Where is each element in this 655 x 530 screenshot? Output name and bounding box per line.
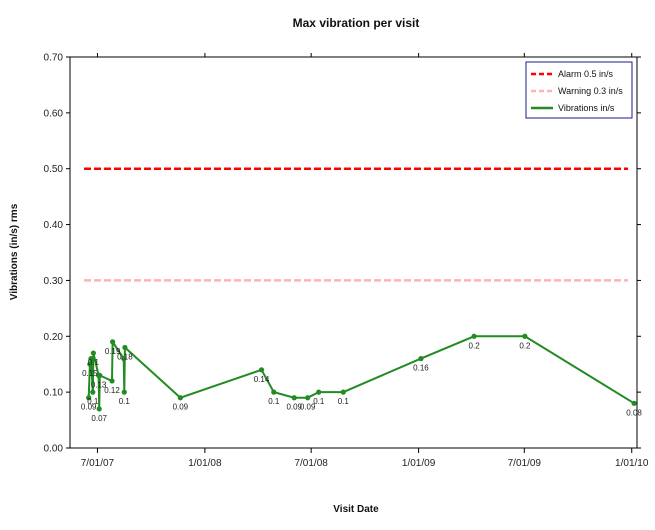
data-label: 0.2: [519, 341, 531, 350]
data-label: 0.13: [91, 380, 107, 389]
y-tick-label: 0.20: [44, 332, 64, 343]
data-label: 0.1: [88, 358, 100, 367]
data-point: [109, 378, 115, 384]
data-point: [110, 339, 116, 345]
data-point: [340, 389, 346, 395]
data-label: 0.09: [173, 403, 189, 412]
data-labels: 0.09 0.15 0.1 0.1 0.13 0.07 0.12 0.19 0.1 0.18 0.0…: [81, 341, 643, 423]
y-axis-label: Vibrations (in/s) rms: [9, 203, 20, 300]
data-label: 0.09: [300, 403, 316, 412]
x-tick-label: 1/01/08: [188, 458, 222, 469]
data-point: [631, 400, 637, 406]
y-tick-label: 0.60: [44, 108, 64, 119]
y-tick-label: 0.10: [44, 388, 64, 399]
legend-entry-2: Vibrations in/s: [558, 103, 615, 113]
data-point: [86, 395, 92, 401]
data-point: [291, 395, 297, 401]
data-point: [122, 344, 128, 351]
data-point: [316, 389, 322, 395]
data-label: 0.15: [82, 369, 98, 378]
data-point: [96, 406, 102, 412]
vibration-series: [86, 333, 637, 412]
y-tick-label: 0.00: [44, 444, 64, 455]
data-point: [121, 389, 127, 395]
data-label: 0.1: [313, 397, 325, 406]
data-point: [121, 356, 127, 362]
data-point: [305, 395, 311, 401]
x-tick-label: 7/01/08: [294, 458, 328, 469]
data-label: 0.07: [91, 414, 107, 423]
data-label: 0.16: [413, 364, 429, 373]
y-tick-label: 0.30: [44, 276, 64, 287]
chart-title: Max vibration per visit: [293, 16, 420, 30]
legend-entry-1: Warning 0.3 in/s: [558, 86, 623, 96]
x-axis-label: Visit Date: [333, 504, 379, 515]
data-label: 0.09: [286, 403, 302, 412]
data-point: [522, 333, 528, 339]
data-label: 0.19: [105, 347, 121, 356]
x-tick-label: 1/01/10: [615, 458, 649, 469]
data-point: [271, 389, 277, 395]
data-point: [418, 356, 424, 362]
data-label: 0.14: [254, 375, 270, 384]
data-label: 0.1: [338, 397, 350, 406]
x-tick-label: 1/01/09: [402, 458, 436, 469]
data-label: 0.08: [626, 408, 642, 417]
data-label: 0.18: [117, 352, 133, 361]
data-label: 0.1: [87, 397, 99, 406]
data-point: [90, 350, 96, 356]
y-tick-label: 0.50: [44, 164, 64, 175]
data-point: [471, 333, 477, 339]
y-axis: 0.00 0.10 0.20 0.30 0.40 0.50 0.60 0.70: [44, 53, 641, 455]
y-tick-label: 0.40: [44, 220, 64, 231]
data-point: [177, 395, 183, 401]
data-point: [90, 389, 96, 395]
data-point: [87, 361, 93, 367]
data-label: 0.1: [268, 397, 280, 406]
data-label: 0.09: [81, 403, 97, 412]
legend: Alarm 0.5 in/s Warning 0.3 in/s Vibrations…: [525, 61, 633, 119]
x-tick-label: 7/01/07: [81, 458, 115, 469]
x-tick-label: 7/01/09: [508, 458, 542, 469]
data-point: [88, 356, 94, 362]
data-label: 0.2: [469, 341, 481, 350]
threshold-lines: [84, 167, 628, 282]
x-axis: 7/01/07 1/01/08 7/01/08 1/01/09 7/01/09 1/01/…: [81, 53, 649, 469]
legend-entry-0: Alarm 0.5 in/s: [558, 69, 614, 79]
data-label: 0.1: [119, 397, 131, 406]
data-point: [97, 372, 103, 378]
data-point: [258, 367, 265, 373]
y-tick-label: 0.70: [44, 53, 64, 64]
data-label: 0.12: [104, 386, 120, 395]
